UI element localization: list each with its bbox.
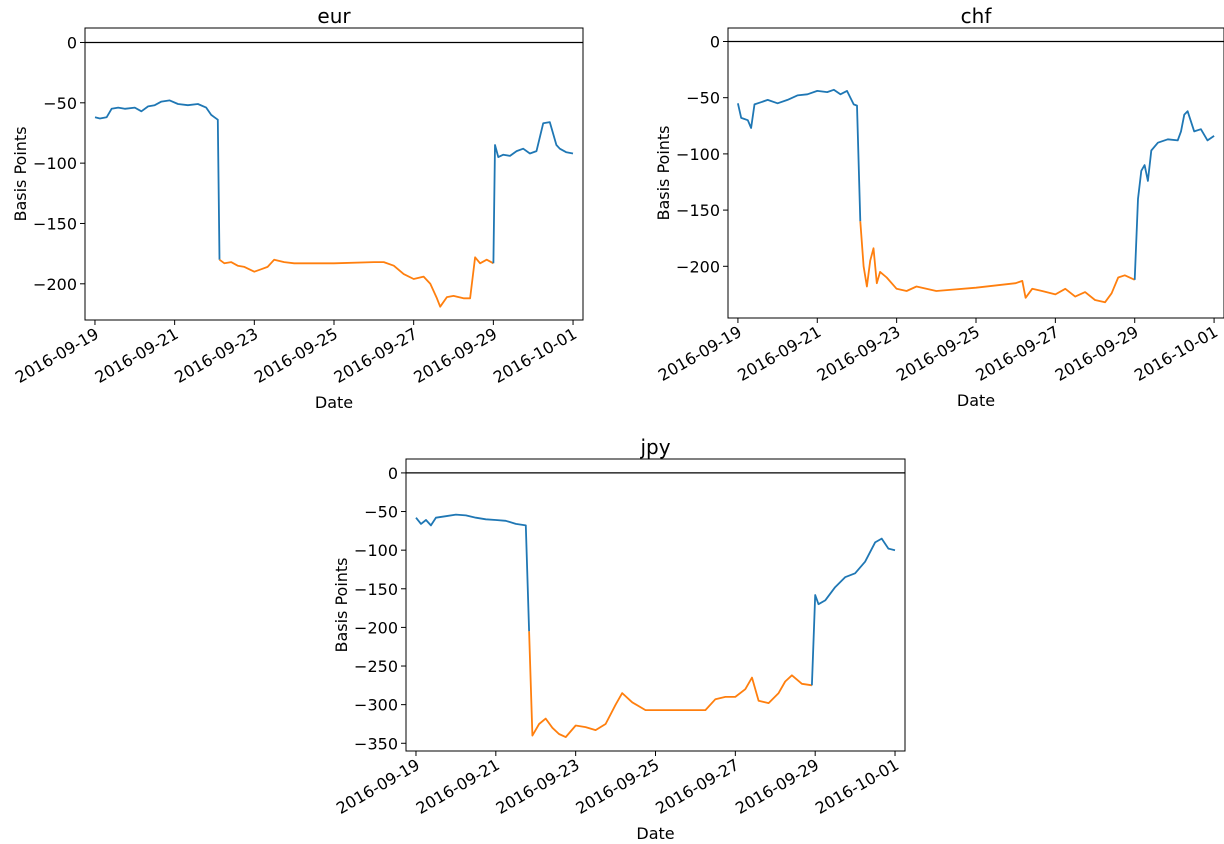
x-tick-label: 2016-09-29 [732,755,822,818]
x-axis-label: Date [315,393,353,412]
x-tick-label: 2016-09-27 [972,322,1062,385]
series-line-before [737,88,862,222]
x-tick-label: 2016-09-25 [893,322,983,385]
chart-title: eur [317,4,351,28]
x-tick-label: 2016-09-23 [814,322,904,385]
eur-chart: 0−50−100−150−2002016-09-192016-09-212016… [11,4,584,412]
y-tick-label: −100 [676,145,720,164]
series-line-after [811,537,896,686]
y-tick-label: −300 [354,696,398,715]
x-tick-label: 2016-09-19 [333,755,423,818]
x-tick-label: 2016-09-27 [331,324,421,387]
y-tick-label: −50 [364,503,398,522]
y-axis-label: Basis Points [332,557,351,652]
y-tick-label: −100 [33,154,77,173]
x-tick-label: 2016-09-29 [410,324,500,387]
y-tick-label: −100 [354,541,398,560]
axes-frame [84,27,584,321]
chf-chart: 0−50−100−150−2002016-09-192016-09-212016… [654,4,1224,410]
y-tick-label: −150 [33,214,77,233]
series-line-before [94,99,221,260]
axes-frame [405,458,906,752]
y-axis-label: Basis Points [654,125,673,220]
y-tick-label: −150 [676,201,720,220]
x-tick-label: 2016-09-19 [655,322,745,385]
x-tick-label: 2016-09-19 [12,324,102,387]
y-tick-label: 0 [67,33,77,52]
y-tick-label: −200 [33,275,77,294]
series-line-during [859,221,1136,304]
x-tick-label: 2016-09-27 [652,755,742,818]
y-tick-label: −50 [43,94,77,113]
jpy-chart: 0−50−100−150−200−250−300−3502016-09-1920… [332,435,906,843]
series-line-during [218,256,494,308]
x-tick-label: 2016-10-01 [1131,322,1221,385]
x-axis-label: Date [636,824,674,843]
chart-title: chf [961,4,993,28]
y-tick-label: −200 [676,257,720,276]
x-tick-label: 2016-10-01 [490,324,580,387]
y-tick-label: −350 [354,734,398,753]
series-line-after [492,121,574,264]
y-tick-label: 0 [388,464,398,483]
chart-title: jpy [639,435,670,459]
y-tick-label: −50 [686,89,720,108]
x-tick-label: 2016-09-21 [734,322,824,385]
y-tick-label: −250 [354,657,398,676]
x-tick-label: 2016-09-29 [1052,322,1142,385]
series-line-during [528,631,813,738]
y-axis-label: Basis Points [11,126,30,221]
x-tick-label: 2016-09-23 [493,755,583,818]
x-tick-label: 2016-09-21 [413,755,503,818]
series-line-after [1133,110,1215,280]
x-tick-label: 2016-09-23 [171,324,261,387]
x-tick-label: 2016-09-21 [92,324,182,387]
y-tick-label: −200 [354,618,398,637]
x-tick-label: 2016-10-01 [812,755,902,818]
x-axis-label: Date [957,391,995,410]
x-tick-label: 2016-09-25 [251,324,341,387]
y-tick-label: −150 [354,580,398,599]
y-tick-label: 0 [710,32,720,51]
series-line-before [415,513,530,632]
x-tick-label: 2016-09-25 [572,755,662,818]
